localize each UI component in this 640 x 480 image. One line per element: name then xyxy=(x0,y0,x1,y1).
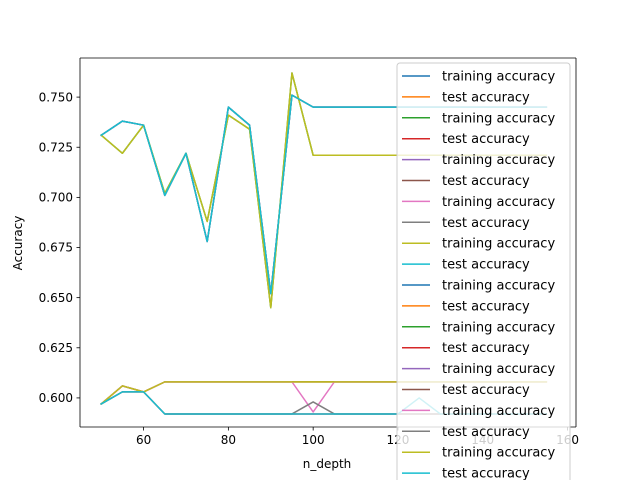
legend-label: test accuracy xyxy=(442,299,530,314)
legend-box xyxy=(396,62,571,480)
x-tick-label: 100 xyxy=(302,433,325,447)
y-tick-label: 0.750 xyxy=(39,90,73,104)
legend-label: training accuracy xyxy=(442,446,555,461)
legend-label: training accuracy xyxy=(442,279,555,294)
y-axis-label: Accuracy xyxy=(11,216,25,271)
legend-label: test accuracy xyxy=(442,258,530,273)
legend-label: test accuracy xyxy=(442,383,530,398)
legend-label: training accuracy xyxy=(442,404,555,419)
legend-label: test accuracy xyxy=(442,216,530,231)
legend-label: test accuracy xyxy=(442,174,530,189)
legend-label: training accuracy xyxy=(442,153,555,168)
x-axis-label: n_depth xyxy=(303,457,352,471)
y-tick-label: 0.725 xyxy=(39,140,73,154)
x-tick-label: 60 xyxy=(136,433,151,447)
legend-label: training accuracy xyxy=(442,195,555,210)
legend-label: test accuracy xyxy=(442,425,530,440)
y-tick-label: 0.600 xyxy=(39,391,73,405)
y-tick-label: 0.675 xyxy=(39,241,73,255)
legend-label: test accuracy xyxy=(442,90,530,105)
legend-label: test accuracy xyxy=(442,467,530,480)
legend-label: training accuracy xyxy=(442,237,555,252)
y-tick-label: 0.625 xyxy=(39,341,73,355)
legend-label: training accuracy xyxy=(442,111,555,126)
legend-label: test accuracy xyxy=(442,341,530,356)
y-tick-label: 0.700 xyxy=(39,191,73,205)
legend: training accuracy test accuracy training a… xyxy=(396,62,571,480)
x-tick-label: 80 xyxy=(221,433,236,447)
legend-label: training accuracy xyxy=(442,70,555,85)
legend-label: training accuracy xyxy=(442,320,555,335)
y-tick-label: 0.650 xyxy=(39,291,73,305)
legend-label: test accuracy xyxy=(442,132,530,147)
legend-label: training accuracy xyxy=(442,362,555,377)
